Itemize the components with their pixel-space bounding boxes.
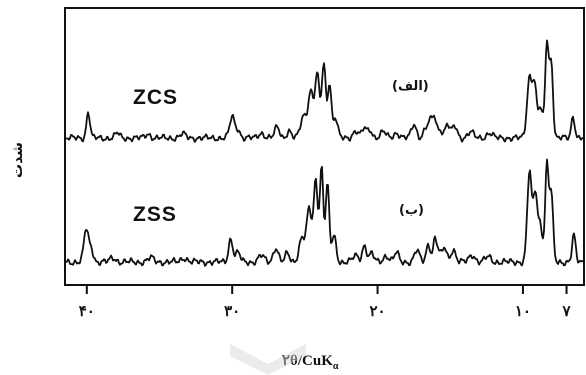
- plot-frame: [64, 7, 585, 286]
- x-tick-label-40: ۴۰: [79, 304, 95, 320]
- series-label-zss: ZSS: [133, 203, 177, 226]
- x-tick-label-20: ۲۰: [370, 304, 386, 320]
- series-line-zcs: [65, 39, 584, 143]
- series-line-zss: [65, 158, 584, 267]
- x-tick-label-10: ۱۰: [515, 304, 531, 320]
- y-axis-label: شدت: [10, 142, 26, 178]
- x-tick-label-30: ۳۰: [224, 304, 240, 320]
- watermark-chevron: [230, 344, 306, 375]
- x-axis-label-sub: α: [333, 361, 339, 372]
- series-tag-be: (ب): [399, 203, 424, 218]
- x-tick-label-7: ۷: [562, 304, 572, 320]
- series-label-zcs: ZCS: [133, 86, 178, 109]
- series-tag-alef: (الف): [392, 79, 429, 94]
